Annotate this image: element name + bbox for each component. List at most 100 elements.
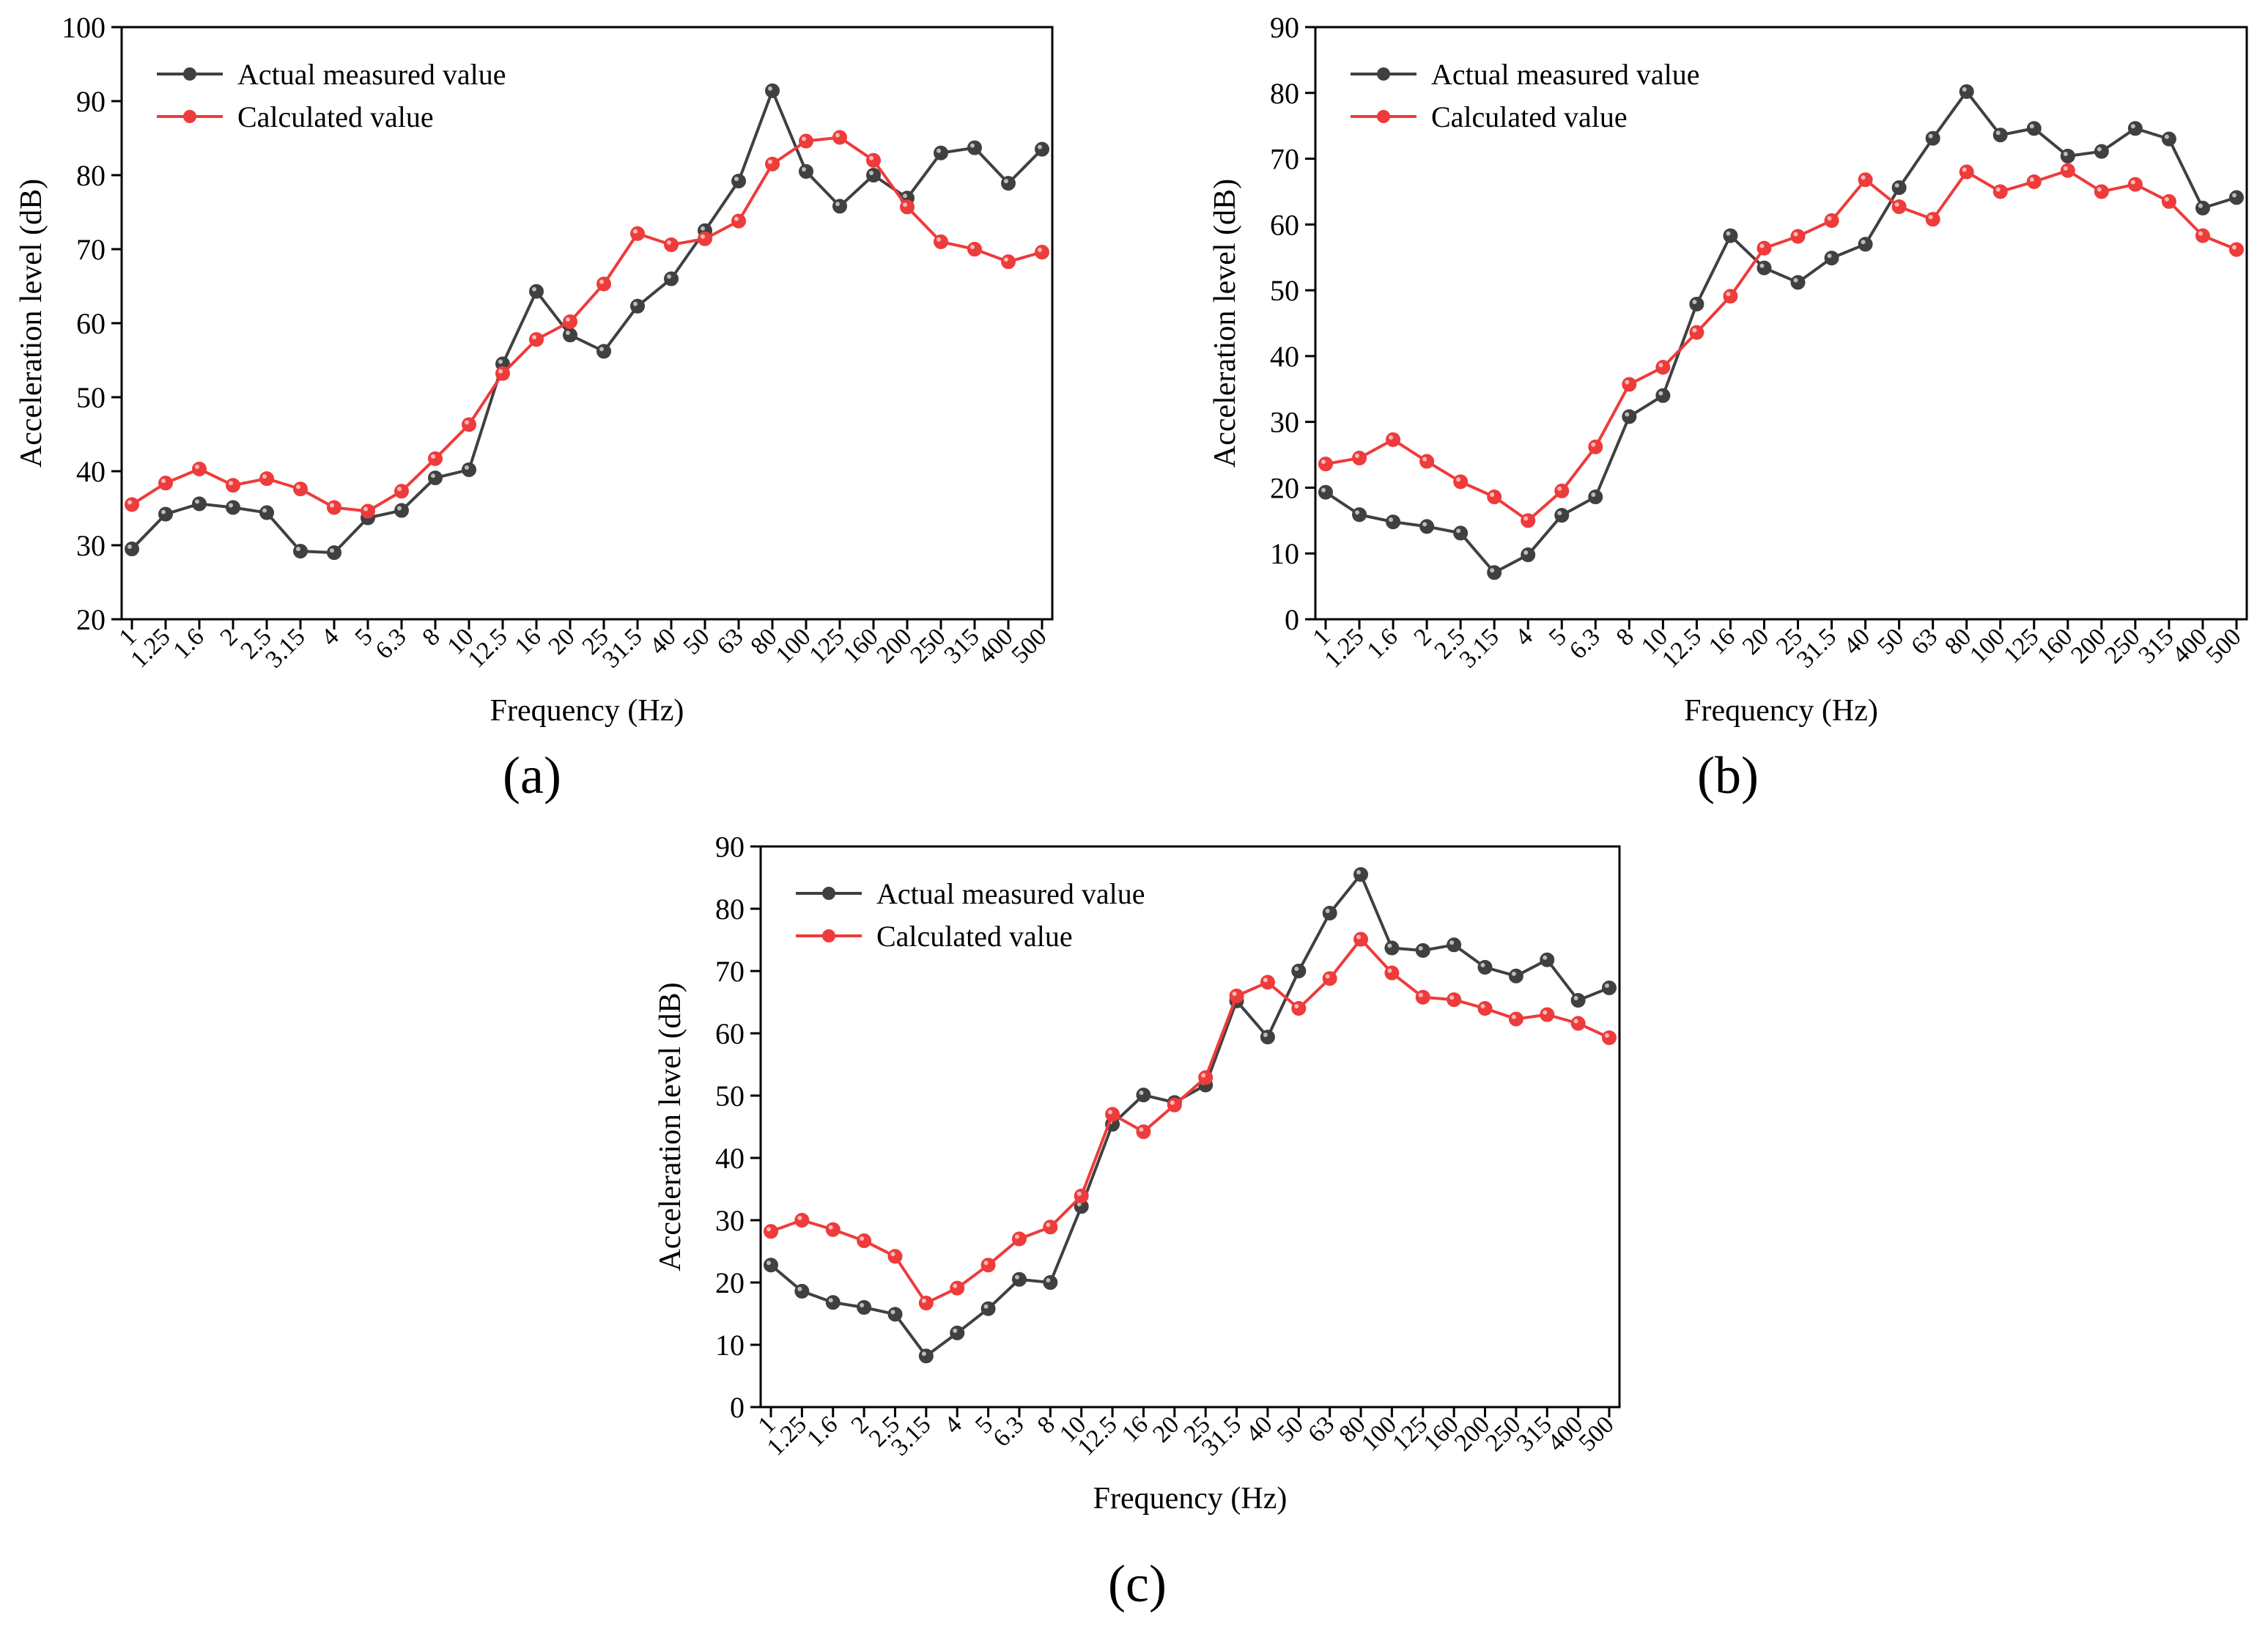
data-point-measured bbox=[1447, 937, 1462, 953]
data-point-measured bbox=[1035, 141, 1049, 157]
data-point-calculated bbox=[1167, 1097, 1182, 1112]
data-point-highlight bbox=[1449, 940, 1455, 945]
y-tick-label: 60 bbox=[76, 307, 106, 340]
data-point-measured bbox=[327, 545, 341, 561]
data-point-highlight bbox=[330, 503, 334, 508]
data-point-calculated bbox=[1477, 1001, 1493, 1016]
y-tick-label: 80 bbox=[76, 159, 106, 192]
data-point-measured bbox=[1925, 130, 1940, 146]
data-point-measured bbox=[1790, 275, 1806, 290]
series-line-measured bbox=[1324, 89, 2237, 575]
data-point-calculated bbox=[630, 226, 645, 241]
data-point-highlight bbox=[2097, 147, 2102, 152]
data-point-measured bbox=[799, 163, 813, 179]
data-point-highlight bbox=[860, 1303, 865, 1307]
data-point-measured bbox=[1001, 176, 1016, 191]
data-point-calculated bbox=[2127, 177, 2143, 192]
data-point-calculated bbox=[731, 213, 746, 229]
y-tick-label: 30 bbox=[1270, 406, 1299, 439]
data-point-calculated bbox=[1554, 483, 1570, 498]
data-point-measured bbox=[630, 298, 645, 314]
data-point-measured bbox=[529, 284, 544, 299]
data-point-highlight bbox=[1658, 363, 1663, 368]
y-tick-label: 70 bbox=[715, 955, 745, 988]
data-point-measured bbox=[794, 1283, 810, 1299]
data-point-highlight bbox=[2029, 177, 2034, 182]
data-point-highlight bbox=[1139, 1127, 1144, 1132]
data-point-calculated bbox=[226, 478, 240, 493]
x-axis-title: Frequency (Hz) bbox=[490, 694, 684, 728]
series-line-measured bbox=[130, 89, 1043, 555]
legend-label: Calculated value bbox=[876, 920, 1073, 953]
data-point-highlight bbox=[599, 347, 604, 352]
data-point-highlight bbox=[983, 1261, 989, 1266]
data-point-highlight bbox=[767, 1261, 771, 1266]
data-point-measured bbox=[2060, 148, 2075, 163]
data-point-highlight bbox=[195, 499, 199, 504]
plot-frame bbox=[759, 845, 1621, 1409]
data-point-highlight bbox=[1591, 442, 1596, 447]
data-point-calculated bbox=[192, 461, 207, 476]
y-axis-title: Acceleration level (dB) bbox=[654, 982, 687, 1271]
data-point-calculated bbox=[1260, 975, 1275, 990]
x-axis-title: Frequency (Hz) bbox=[1684, 694, 1878, 728]
data-point-highlight bbox=[2198, 231, 2203, 236]
data-point-measured bbox=[764, 1258, 778, 1273]
data-point-calculated bbox=[2161, 193, 2176, 209]
data-point-measured bbox=[2127, 121, 2143, 136]
data-point-highlight bbox=[1793, 232, 1798, 237]
data-point-highlight bbox=[330, 548, 334, 553]
data-point-highlight bbox=[734, 216, 739, 221]
data-point-highlight bbox=[1139, 1090, 1144, 1096]
data-point-highlight bbox=[802, 166, 806, 171]
data-point-calculated bbox=[1001, 254, 1016, 270]
data-point-highlight bbox=[363, 506, 368, 512]
y-tick-label: 90 bbox=[715, 830, 745, 863]
legend-label: Calculated value bbox=[1431, 100, 1628, 133]
data-point-measured bbox=[2161, 131, 2176, 147]
data-point-highlight bbox=[1861, 175, 1866, 180]
data-point-calculated bbox=[495, 366, 510, 381]
data-point-calculated bbox=[765, 156, 780, 171]
data-point-measured bbox=[2195, 200, 2210, 215]
y-tick-label: 10 bbox=[1270, 537, 1299, 570]
data-point-highlight bbox=[1995, 187, 2001, 192]
data-point-measured bbox=[1602, 980, 1617, 995]
y-tick-label: 90 bbox=[1270, 11, 1299, 44]
y-axis-title: Acceleration level (dB) bbox=[15, 179, 48, 468]
data-point-measured bbox=[731, 174, 746, 189]
data-point-calculated bbox=[2026, 174, 2042, 189]
data-point-measured bbox=[1554, 508, 1570, 523]
series-line-measured bbox=[769, 873, 1610, 1358]
data-point-calculated bbox=[1521, 513, 1536, 528]
data-point-calculated bbox=[764, 1224, 778, 1239]
data-point-highlight bbox=[1605, 1033, 1609, 1038]
data-point-calculated bbox=[1824, 213, 1839, 228]
data-point-calculated bbox=[1322, 971, 1337, 986]
data-point-highlight bbox=[701, 234, 705, 239]
data-point-highlight bbox=[431, 454, 435, 459]
data-point-measured bbox=[1419, 519, 1435, 534]
data-point-calculated bbox=[596, 276, 611, 292]
legend-marker bbox=[822, 929, 835, 942]
data-point-calculated bbox=[1105, 1107, 1120, 1122]
data-point-calculated bbox=[1790, 229, 1806, 244]
data-point-highlight bbox=[633, 229, 638, 234]
data-point-measured bbox=[967, 140, 982, 155]
data-point-highlight bbox=[1894, 183, 1899, 188]
data-point-calculated bbox=[563, 314, 577, 329]
data-point-highlight bbox=[953, 1328, 958, 1333]
data-point-highlight bbox=[890, 1310, 895, 1315]
data-point-highlight bbox=[970, 245, 975, 249]
data-point-highlight bbox=[1389, 517, 1394, 523]
data-point-measured bbox=[1655, 388, 1671, 403]
data-point-highlight bbox=[1523, 550, 1529, 556]
data-point-calculated bbox=[259, 471, 274, 487]
data-point-measured bbox=[192, 496, 207, 512]
data-point-highlight bbox=[2097, 187, 2102, 192]
data-point-highlight bbox=[797, 1216, 802, 1220]
data-point-calculated bbox=[1353, 931, 1369, 947]
data-point-highlight bbox=[397, 506, 402, 511]
data-point-highlight bbox=[1418, 992, 1423, 997]
